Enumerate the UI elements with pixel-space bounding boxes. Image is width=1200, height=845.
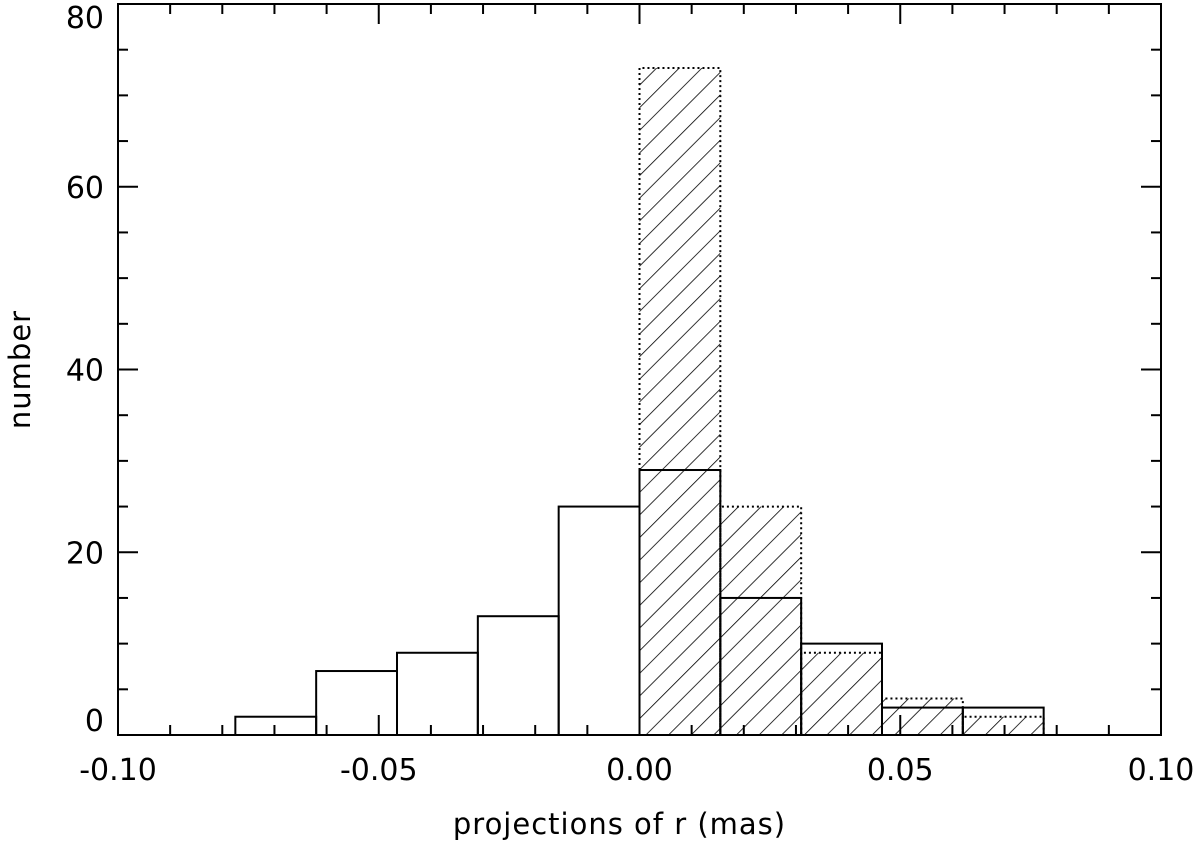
solid-bar-3 xyxy=(476,615,560,737)
y-tick-label: 20 xyxy=(66,536,104,571)
hatched-bar-2 xyxy=(801,652,882,735)
solid-bar-2 xyxy=(396,651,479,737)
solid-bar-1 xyxy=(315,670,399,736)
y-tick-label: 60 xyxy=(66,171,104,206)
x-tick-label: 0.10 xyxy=(1128,753,1195,788)
y-tick-label: 40 xyxy=(66,354,104,389)
x-tick-label: -0.10 xyxy=(79,753,157,788)
hatched-bar-3 xyxy=(881,698,963,735)
solid-bar-4 xyxy=(557,505,641,736)
y-tick-label: 0 xyxy=(85,704,104,739)
hatched-bar-0 xyxy=(639,67,721,735)
x-tick-label: 0.05 xyxy=(867,753,934,788)
solid-bar-0 xyxy=(234,715,318,736)
x-tick-label: -0.05 xyxy=(340,753,418,788)
hatched-bar-outline-0 xyxy=(638,66,722,735)
y-axis-title: number xyxy=(3,310,37,429)
y-tick-label: 80 xyxy=(66,1,104,36)
hatched-bar-1 xyxy=(720,506,802,735)
x-tick-label: 0.00 xyxy=(606,753,673,788)
x-axis-title: projections of r (mas) xyxy=(453,807,786,841)
hatched-bar-4 xyxy=(962,716,1044,735)
